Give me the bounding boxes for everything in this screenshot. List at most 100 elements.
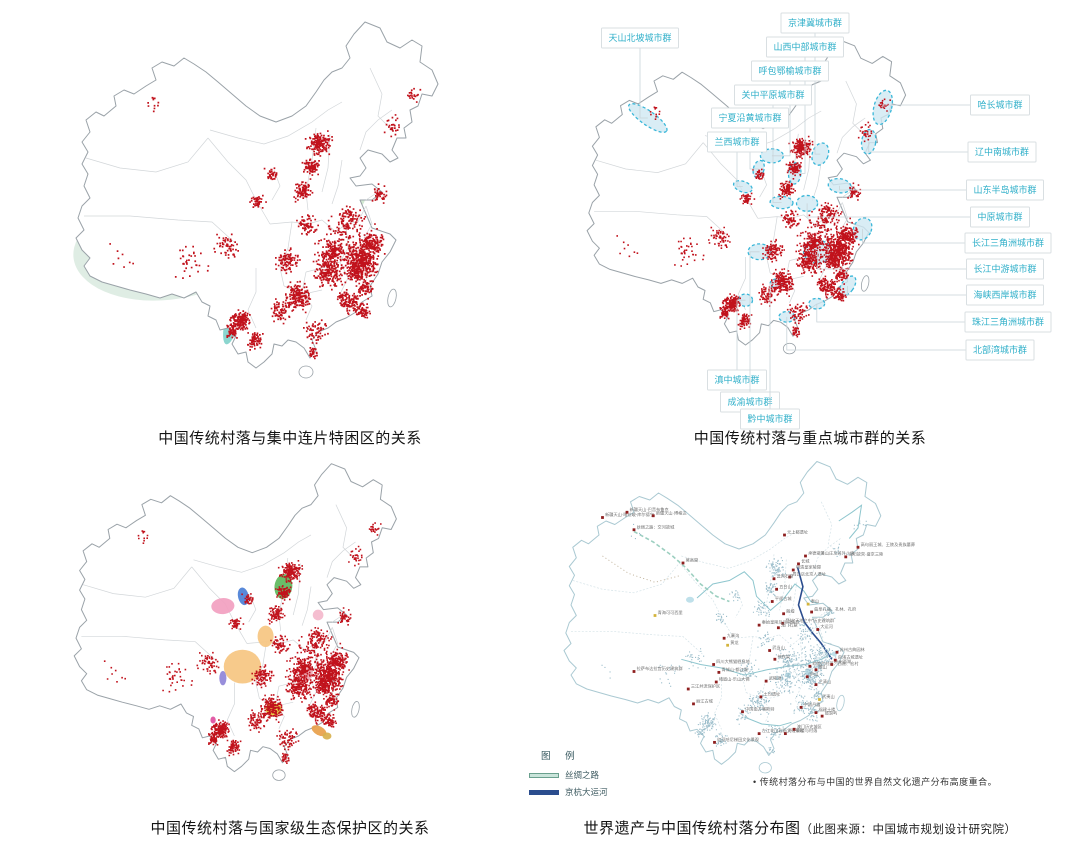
label-connector	[736, 152, 743, 188]
heritage-site-dot	[632, 528, 636, 532]
cluster-label: 呼包鄂榆城市群	[758, 65, 821, 76]
legend-title: 图 例	[541, 751, 581, 762]
heritage-site-label: 丽江古城	[696, 697, 714, 704]
region-qinghai-pink	[211, 598, 235, 615]
province-boundary	[209, 101, 343, 145]
cluster-label-box	[766, 36, 844, 58]
cluster-label: 哈长城市群	[977, 99, 1022, 110]
label-connector	[839, 185, 967, 191]
heritage-site-dot	[805, 675, 809, 679]
hainan-island	[298, 365, 314, 379]
province-boundary	[810, 671, 820, 695]
heritage-site-label: 武陵源	[769, 675, 782, 682]
cluster-label: 天山北坡城市群	[608, 32, 671, 43]
heritage-site-label: 新疆天山·巴音布鲁克	[630, 506, 669, 513]
taiwan-island	[387, 288, 397, 308]
heritage-site-label: 元上都遗址	[787, 529, 809, 536]
label-connector	[816, 303, 965, 323]
heritage-site-label: 莫高窟	[686, 557, 699, 564]
heritage-site-dot	[830, 663, 834, 666]
heritage-site-dot	[681, 561, 685, 565]
label-connector	[736, 299, 746, 370]
label-connector	[847, 286, 967, 296]
heritage-site-dot	[797, 562, 800, 566]
cluster-label: 山西中部城市群	[773, 41, 836, 52]
heritage-site-dot	[770, 600, 774, 603]
province-boundary	[335, 504, 354, 559]
heritage-site-label: 杭州西湖	[834, 658, 851, 665]
province-boundary	[794, 671, 803, 712]
cluster-label-box	[601, 27, 679, 49]
heritage-site-label: 武夷山	[822, 693, 835, 700]
heritage-site-dot	[757, 623, 761, 627]
heritage-site-dot	[722, 636, 726, 640]
taiwan-island	[860, 275, 870, 292]
heritage-site-dot	[783, 732, 787, 736]
cluster-label: 黔中城市群	[747, 413, 792, 424]
heritage-site-label: 皖南古村落：西递、宏村	[812, 660, 859, 667]
label-connector	[868, 141, 968, 153]
silk-road-route	[633, 530, 730, 603]
label-connector	[862, 228, 965, 244]
province-boundary	[779, 622, 819, 646]
heritage-site-label: 武当山	[772, 644, 785, 651]
heritage-site-dot	[808, 664, 812, 668]
province-boundary	[301, 271, 313, 321]
heritage-site-dot	[712, 663, 716, 666]
heritage-site-label: 青海可可西里	[658, 609, 683, 616]
cluster-label-box	[966, 258, 1044, 280]
heritage-site-label: 开平碉楼与村落	[788, 727, 818, 734]
heritage-site-label: 中国南方喀斯特	[745, 705, 774, 712]
heritage-site-label: 承德避暑山庄及其外八庙	[808, 550, 854, 557]
heritage-site-label: 九寨沟	[727, 632, 740, 639]
heritage-site-dot	[651, 514, 655, 518]
heritage-site-dot	[814, 683, 818, 687]
province-boundary	[301, 586, 312, 626]
heritage-site-dot	[833, 658, 837, 662]
cluster-label: 关中平原城市群	[741, 89, 804, 100]
heritage-site-dot	[714, 680, 718, 684]
label-connector	[749, 251, 760, 392]
heritage-site-label: 土司遗址	[763, 690, 781, 697]
province-boundary	[369, 67, 391, 129]
cluster-label: 长江中游城市群	[973, 263, 1036, 274]
heritage-site-label: 澳门历史城区	[797, 723, 822, 730]
heritage-site-label: 峨眉山-乐山大佛	[719, 676, 750, 683]
heritage-site-label: 苏州古典园林	[840, 646, 866, 653]
heritage-site-dot	[653, 614, 657, 617]
heritage-site-dot	[773, 657, 777, 661]
yangtze-river	[681, 650, 840, 676]
heritage-site-label: 高句丽王城、王陵及贵族墓葬	[861, 541, 915, 548]
heritage-site-label: 龙门石窟	[781, 621, 798, 628]
heritage-site-label: 庐山	[810, 670, 818, 677]
cluster-label: 中原城市群	[977, 211, 1022, 222]
region-fujian-orange	[311, 725, 327, 737]
heritage-site-dot	[713, 740, 716, 744]
cluster-label-box	[970, 206, 1030, 228]
ecology-map	[73, 463, 397, 781]
province-boundary	[84, 215, 235, 243]
province-boundary	[733, 634, 780, 639]
heritage-site-label: 丝绸之路：交河故城	[637, 523, 676, 530]
heritage-site-dot	[768, 649, 772, 652]
province-boundary	[794, 638, 803, 672]
heritage-site-dot	[835, 650, 839, 654]
heritage-map-panel: 新疆天山·喀拉峻-库尔德宁 新疆天山·巴音布鲁克 新疆天山·博格达 丝绸之路：交河故城…	[515, 448, 1065, 812]
province-boundary	[193, 534, 312, 573]
province-boundary	[812, 538, 841, 574]
cluster-ellipse	[838, 275, 857, 297]
heritage-site-label: 新疆天山·博格达	[656, 509, 688, 516]
legend-item: 京杭大运河	[529, 786, 608, 798]
caption-poverty: 中国传统村落与集中连片特困区的关系	[158, 430, 422, 447]
heritage-site-label: 明清皇家陵寝	[796, 564, 821, 571]
poverty-map-panel	[55, 0, 525, 425]
heritage-site-label: 沈阳故宫·盛京三陵	[848, 550, 884, 557]
heritage-site-label: 中国丹霞	[804, 701, 822, 708]
map-legend: 图 例 丝绸之路 京杭大运河	[529, 748, 608, 798]
heritage-site-label: 三江并流保护区	[691, 683, 720, 690]
label-connector	[786, 316, 966, 351]
region-sichuan-orange	[223, 649, 262, 684]
caption-ecology: 中国传统村落与国家级生态保护区的关系	[150, 820, 430, 837]
province-boundary	[681, 531, 797, 569]
